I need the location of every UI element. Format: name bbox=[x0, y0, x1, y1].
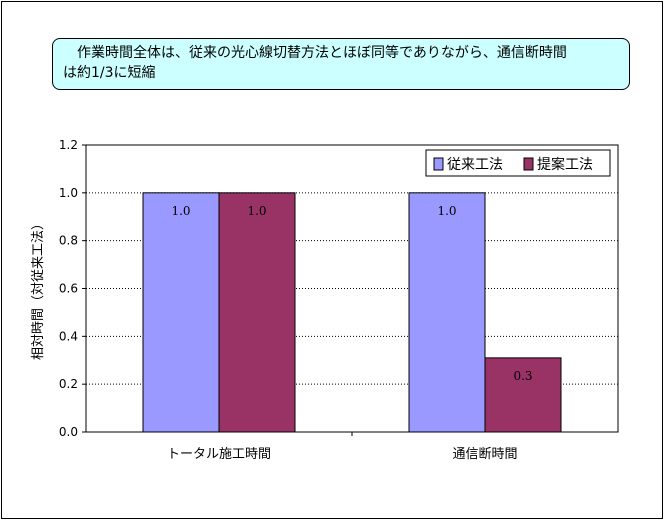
category-label: 通信断時間 bbox=[452, 447, 517, 462]
bar-1-2 bbox=[408, 192, 486, 433]
plot-border bbox=[85, 144, 619, 433]
bar-1-1 bbox=[142, 192, 220, 433]
y-axis-ticks: 0.0 0.2 0.4 0.6 0.8 1.0 1.2 bbox=[59, 138, 86, 439]
legend-label: 提案工法 bbox=[537, 156, 593, 173]
data-label: 0.3 bbox=[513, 369, 532, 383]
y-tick-label: 1.0 bbox=[59, 186, 78, 200]
y-tick-label: 0.8 bbox=[59, 234, 78, 248]
legend-box bbox=[425, 149, 611, 177]
y-tick-label: 0.2 bbox=[59, 377, 78, 391]
category-label: トータル施工時間 bbox=[167, 447, 271, 462]
legend-swatch bbox=[433, 157, 444, 171]
bar-2-2 bbox=[484, 357, 562, 433]
data-label: 1.0 bbox=[247, 204, 266, 218]
data-label: 1.0 bbox=[171, 204, 190, 218]
legend: 従来工法 提案工法 bbox=[425, 149, 611, 177]
y-tick-label: 0.0 bbox=[59, 425, 78, 439]
y-tick-label: 1.2 bbox=[59, 138, 78, 152]
data-label: 1.0 bbox=[437, 204, 456, 218]
legend-swatch bbox=[523, 157, 534, 171]
y-axis-label: 相対時間（対従来工法） bbox=[31, 217, 46, 360]
category-labels: トータル施工時間 通信断時間 bbox=[167, 432, 518, 462]
summary-note: 作業時間全体は、従来の光心線切替方法とほぼ同等でありながら、通信断時間 は約1/… bbox=[52, 38, 630, 90]
bars bbox=[142, 192, 562, 433]
y-tick-label: 0.6 bbox=[59, 282, 78, 296]
data-labels: 1.0 1.0 1.0 0.3 bbox=[171, 204, 532, 383]
bar-2-1 bbox=[218, 192, 296, 433]
legend-label: 従来工法 bbox=[447, 157, 503, 173]
y-tick-label: 0.4 bbox=[59, 329, 78, 343]
